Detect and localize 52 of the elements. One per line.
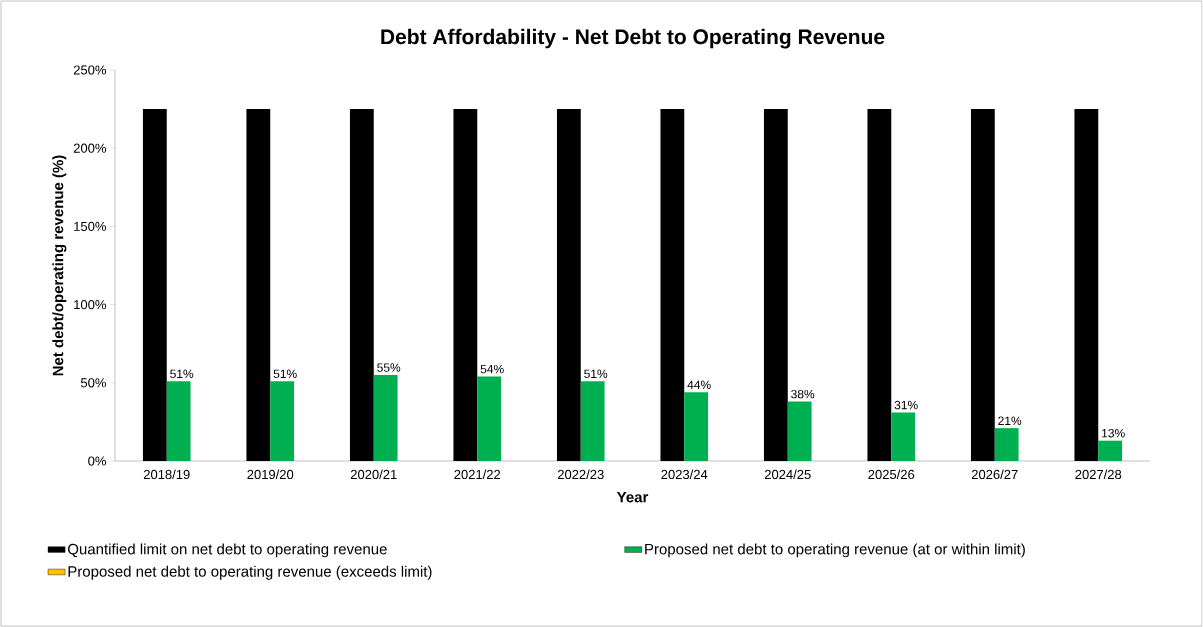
data-label: 51% [273,369,297,379]
x-tick-label: 2026/27 [971,469,1018,480]
bar [580,381,605,461]
bar [994,428,1019,461]
y-tick-label: 0% [88,456,107,466]
bar [270,381,295,461]
x-tick-label: 2019/20 [247,469,294,480]
bar [891,412,916,461]
data-label: 54% [480,364,504,374]
legend-label: Proposed net debt to operating revenue (at or within limit) [645,543,1025,558]
bar [660,109,685,461]
bar [1074,109,1099,461]
x-tick-label: 2025/26 [868,469,915,480]
x-tick-label: 2020/21 [350,469,397,480]
y-tick-label: 50% [80,378,107,388]
bar [349,109,374,461]
y-tick-label: 100% [74,299,107,310]
bar [142,109,167,461]
bar [970,109,995,461]
data-label: 44% [687,380,711,389]
data-label: 55% [377,363,401,372]
data-label: 13% [1102,428,1125,438]
y-tick-label: 200% [73,143,107,153]
legend-label: Quantified limit on net debt to operating revenue [68,543,387,558]
data-label: 21% [998,416,1022,425]
x-tick-label: 2024/25 [764,469,811,480]
bar [787,401,812,461]
y-tick-label: 250% [73,65,107,75]
data-label: 31% [894,400,918,410]
bar [684,392,709,461]
data-label: 51% [170,369,194,379]
bar [1098,440,1123,461]
x-axis-title: Year [616,491,649,503]
x-tick-label: 2022/23 [557,469,604,480]
bar [556,109,581,461]
chart-title: Debt Affordability - Net Debt to Operating Revenue [381,28,885,49]
x-tick-label: 2018/19 [143,469,190,480]
bar [477,376,502,461]
bar [453,109,478,461]
legend-label: Proposed net debt to operating revenue (exceeds limit) [68,565,432,580]
bar [373,374,398,461]
data-label: 51% [584,369,608,379]
y-tick-label: 150% [74,221,107,231]
bar [166,381,191,461]
bar [763,109,788,461]
data-label: 38% [791,389,815,399]
x-tick-label: 2021/22 [454,469,501,480]
x-tick-label: 2023/24 [661,469,708,480]
bar [867,109,892,461]
y-axis-title: Net debt/operating revenue (%) [52,155,67,376]
bar [246,109,271,461]
x-tick-label: 2027/28 [1075,469,1122,480]
